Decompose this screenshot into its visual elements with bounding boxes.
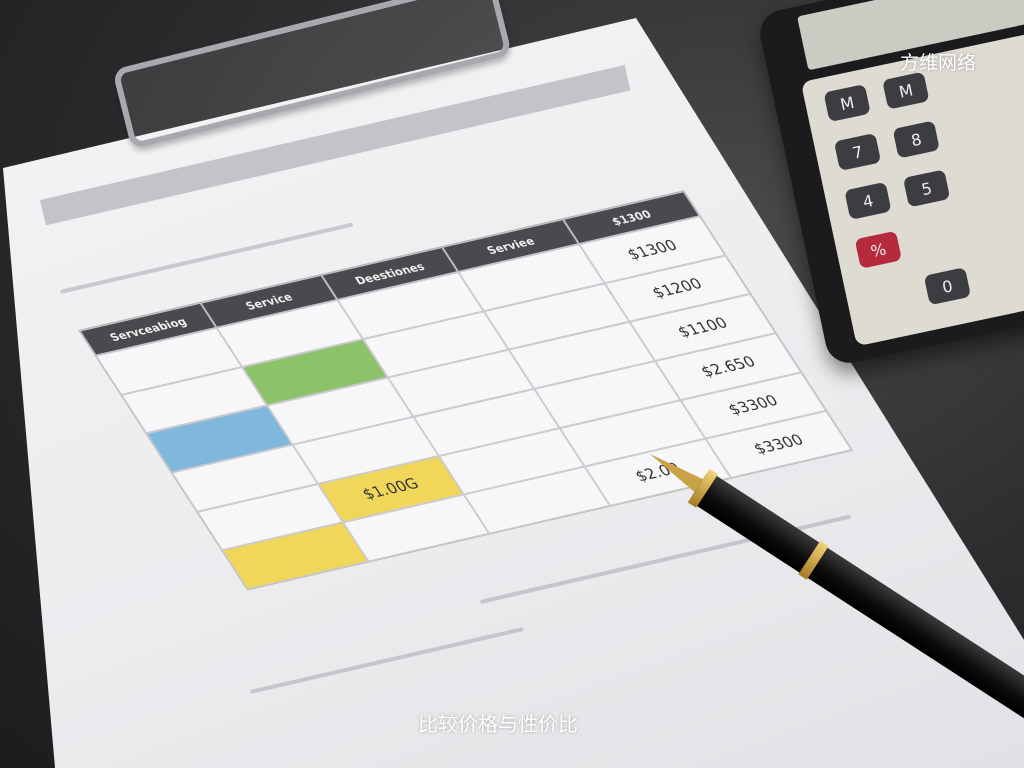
caption: 比较价格与性价比	[418, 712, 578, 736]
calculator-key: 8	[892, 120, 940, 159]
calculator-keypad: M M 7 8 4 5 % 0	[800, 28, 1024, 347]
calculator-key: 5	[902, 169, 951, 208]
calculator-key: M	[823, 84, 871, 123]
calculator-key: 0	[923, 267, 972, 306]
calculator-key: 7	[833, 132, 882, 172]
calculator-key: %	[854, 230, 902, 269]
calculator-key: M	[882, 71, 930, 110]
calculator-key: 4	[844, 181, 892, 220]
watermark: 方维网络	[899, 52, 976, 74]
